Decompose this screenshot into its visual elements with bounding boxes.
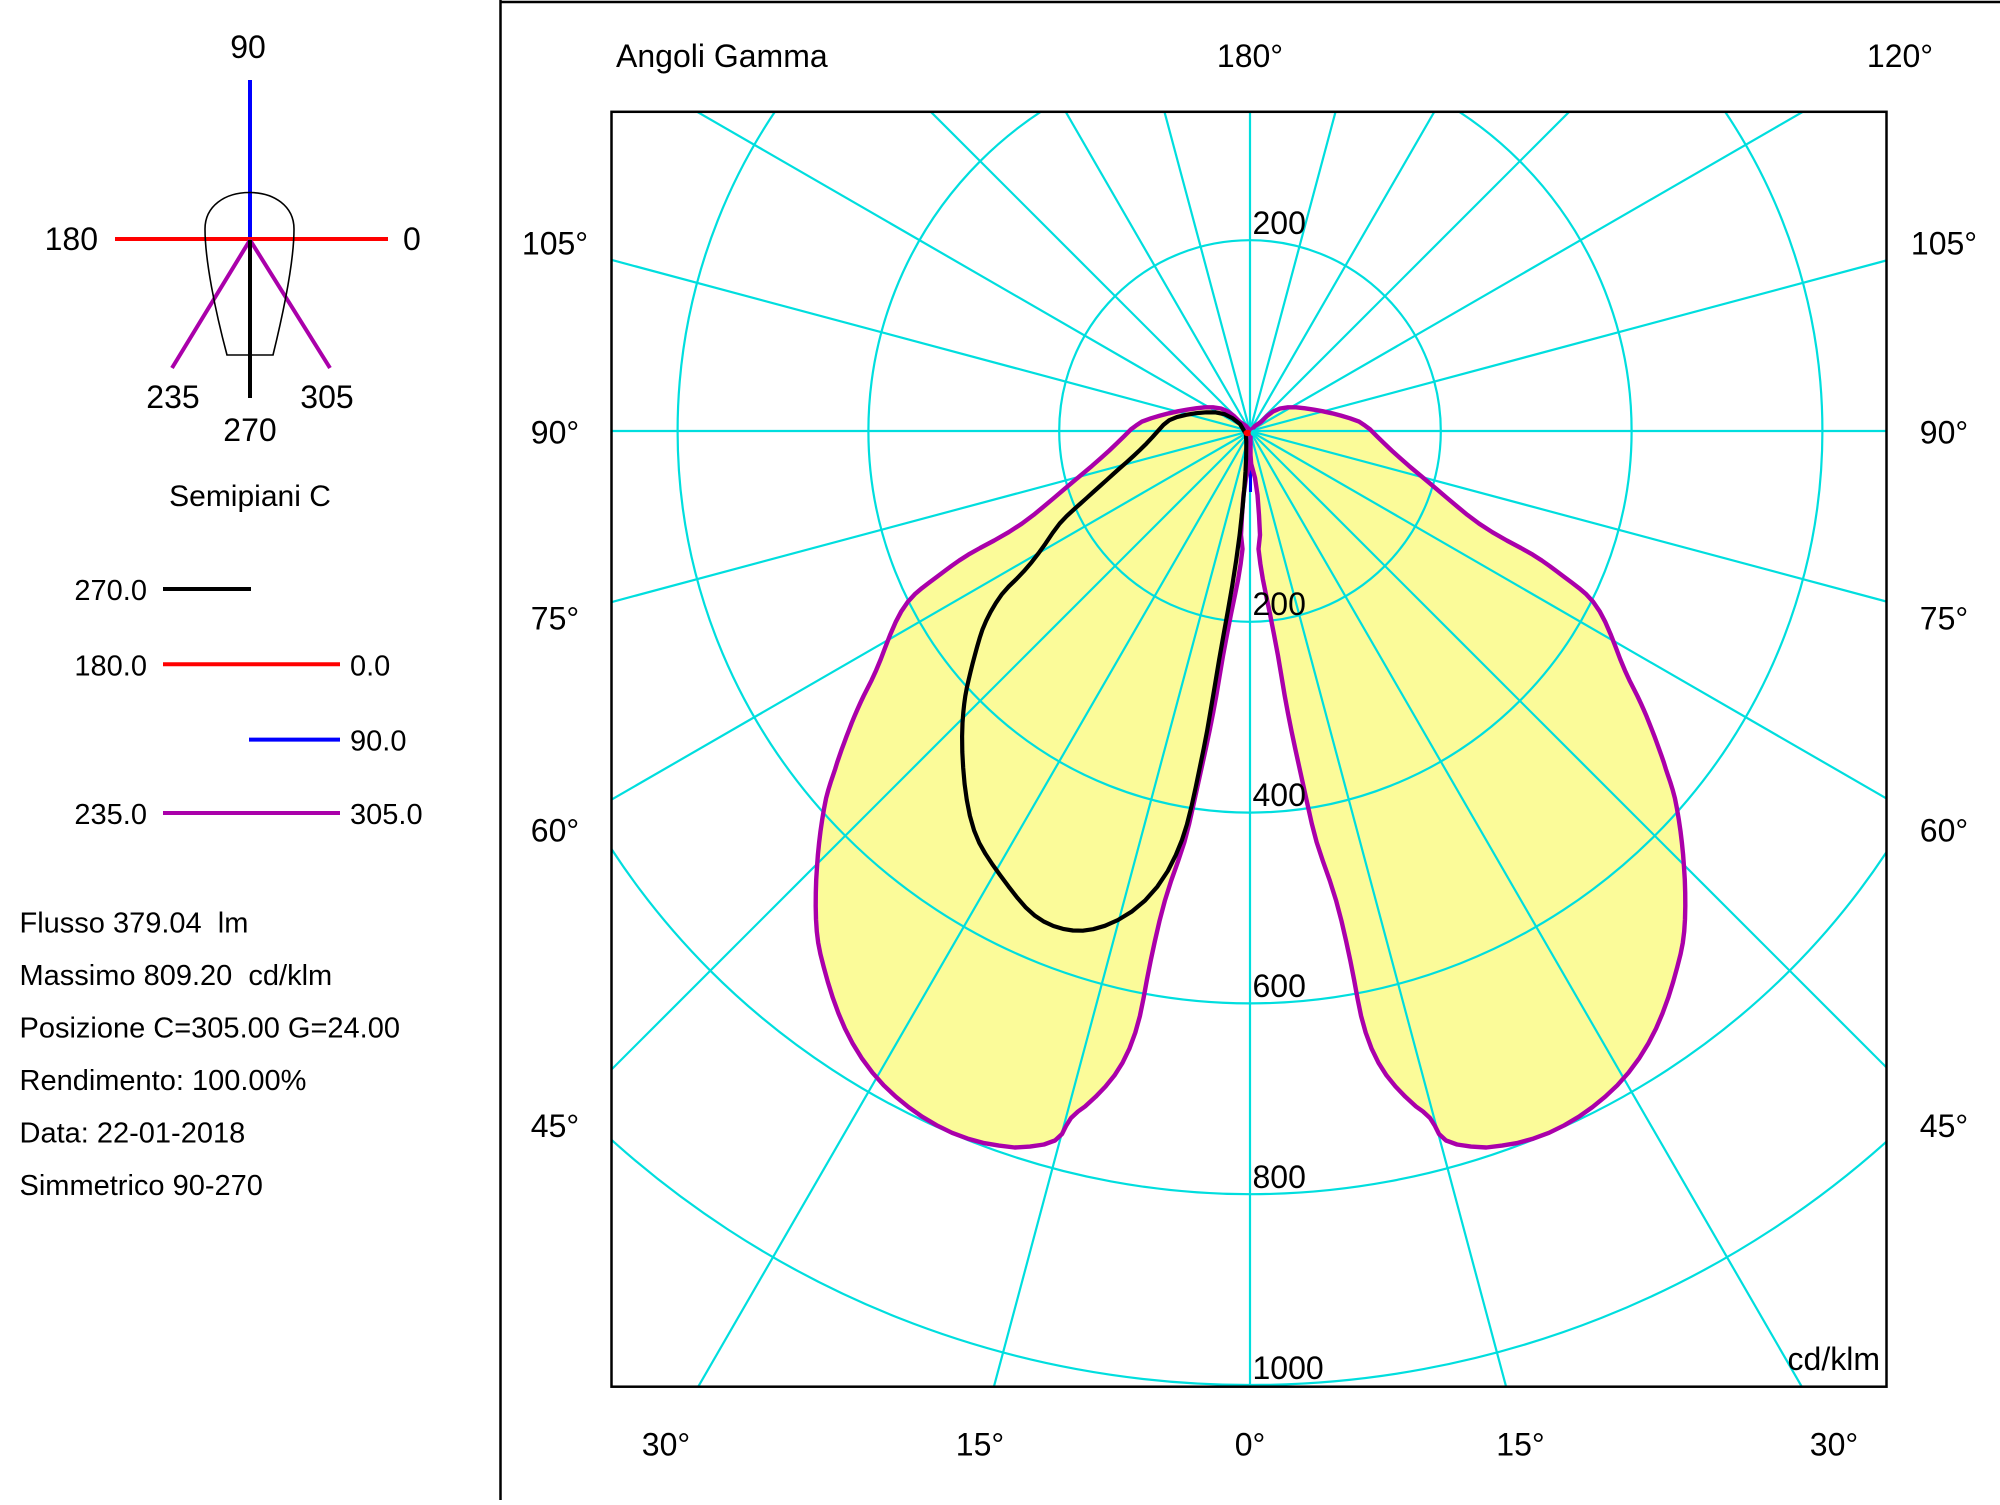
svg-text:120°: 120° — [1867, 38, 1933, 74]
svg-text:Semipiani C: Semipiani C — [169, 480, 331, 513]
svg-text:30°: 30° — [1810, 1427, 1858, 1463]
svg-text:90°: 90° — [1920, 415, 1968, 451]
svg-text:235: 235 — [146, 379, 199, 415]
svg-text:90: 90 — [230, 29, 266, 65]
svg-text:cd/klm: cd/klm — [1788, 1341, 1880, 1377]
svg-text:Angoli Gamma: Angoli Gamma — [616, 38, 828, 74]
svg-text:400: 400 — [1253, 777, 1306, 813]
svg-text:800: 800 — [1253, 1159, 1306, 1195]
svg-text:90.0: 90.0 — [350, 726, 406, 758]
svg-text:270: 270 — [223, 412, 276, 448]
svg-text:600: 600 — [1253, 968, 1306, 1004]
svg-text:305: 305 — [300, 379, 353, 415]
svg-text:45°: 45° — [531, 1108, 579, 1144]
svg-text:Rendimento: 100.00%: Rendimento: 100.00% — [20, 1065, 307, 1097]
svg-text:Data: 22-01-2018: Data: 22-01-2018 — [20, 1117, 246, 1149]
svg-text:Massimo 809.20 cd/klm: Massimo 809.20 cd/klm — [20, 960, 333, 992]
svg-text:200: 200 — [1253, 205, 1306, 241]
svg-text:180: 180 — [45, 221, 98, 257]
svg-text:30°: 30° — [642, 1427, 690, 1463]
svg-text:105°: 105° — [1911, 226, 1977, 262]
svg-text:0: 0 — [403, 221, 421, 257]
svg-text:60°: 60° — [1920, 813, 1968, 849]
svg-text:1000: 1000 — [1253, 1350, 1324, 1386]
svg-text:180.0: 180.0 — [74, 650, 147, 682]
svg-text:200: 200 — [1253, 586, 1306, 622]
svg-text:235.0: 235.0 — [74, 799, 147, 831]
svg-text:270.0: 270.0 — [74, 575, 147, 607]
svg-text:0°: 0° — [1235, 1427, 1266, 1463]
svg-text:60°: 60° — [531, 813, 579, 849]
svg-text:45°: 45° — [1920, 1108, 1968, 1144]
svg-text:75°: 75° — [531, 601, 579, 637]
svg-text:15°: 15° — [1496, 1427, 1544, 1463]
svg-text:75°: 75° — [1920, 601, 1968, 637]
svg-text:15°: 15° — [956, 1427, 1004, 1463]
svg-text:105°: 105° — [522, 226, 588, 262]
svg-text:180°: 180° — [1217, 38, 1283, 74]
svg-text:Simmetrico 90-270: Simmetrico 90-270 — [20, 1170, 263, 1202]
svg-text:Posizione C=305.00 G=24.00: Posizione C=305.00 G=24.00 — [20, 1012, 401, 1044]
svg-text:305.0: 305.0 — [350, 799, 423, 831]
svg-text:Flusso 379.04 lm: Flusso 379.04 lm — [20, 907, 249, 939]
svg-text:0.0: 0.0 — [350, 650, 390, 682]
svg-text:90°: 90° — [531, 415, 579, 451]
